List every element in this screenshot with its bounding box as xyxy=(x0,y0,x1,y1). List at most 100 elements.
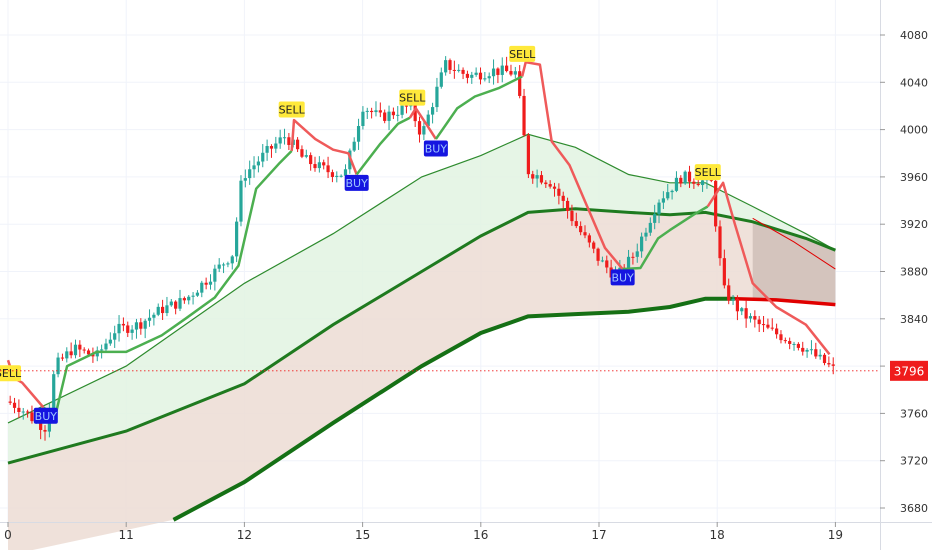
candle-body[interactable] xyxy=(404,105,409,107)
candle-body[interactable] xyxy=(544,182,548,185)
candle-body[interactable] xyxy=(17,407,21,413)
candle-body[interactable] xyxy=(383,112,387,121)
candle-body[interactable] xyxy=(818,354,822,357)
candle-body[interactable] xyxy=(113,333,117,340)
candle-body[interactable] xyxy=(766,324,770,328)
candle-body[interactable] xyxy=(539,175,544,183)
candle-body[interactable] xyxy=(243,178,247,181)
candle-body[interactable] xyxy=(509,71,513,75)
candle-body[interactable] xyxy=(378,110,382,113)
candle-body[interactable] xyxy=(600,260,605,262)
candle-body[interactable] xyxy=(322,162,326,166)
candle-body[interactable] xyxy=(78,344,82,350)
candle-body[interactable] xyxy=(182,298,186,301)
candle-body[interactable] xyxy=(692,181,696,184)
candle-body[interactable] xyxy=(65,351,69,359)
signals-layer[interactable]: SELL BUY SELL BUY SELL BUY SELL BUY SELL xyxy=(0,45,722,424)
candle-body[interactable] xyxy=(444,60,448,73)
candle-body[interactable] xyxy=(522,95,526,136)
candle-body[interactable] xyxy=(226,263,230,265)
candle-body[interactable] xyxy=(139,322,143,329)
candle-body[interactable] xyxy=(513,71,517,75)
candle-body[interactable] xyxy=(491,68,496,77)
candle-body[interactable] xyxy=(439,72,443,87)
candle-body[interactable] xyxy=(100,349,104,351)
candle-body[interactable] xyxy=(470,74,474,78)
candle-body[interactable] xyxy=(195,292,200,296)
candle-body[interactable] xyxy=(374,110,378,113)
sell-signal-badge[interactable] xyxy=(278,101,305,118)
candle-body[interactable] xyxy=(30,412,34,422)
candle-body[interactable] xyxy=(648,222,652,233)
candle-body[interactable] xyxy=(500,65,504,75)
candle-body[interactable] xyxy=(505,65,509,72)
candle-body[interactable] xyxy=(396,114,400,116)
candle-body[interactable] xyxy=(252,165,256,170)
candle-body[interactable] xyxy=(831,364,835,366)
candle-body[interactable] xyxy=(474,72,478,75)
candle-body[interactable] xyxy=(370,110,374,113)
candle-body[interactable] xyxy=(626,256,631,271)
candle-body[interactable] xyxy=(256,161,260,166)
candle-body[interactable] xyxy=(339,175,343,177)
candle-body[interactable] xyxy=(52,374,56,409)
candle-body[interactable] xyxy=(221,264,226,266)
candle-body[interactable] xyxy=(230,256,234,264)
candle-body[interactable] xyxy=(827,363,831,365)
candle-body[interactable] xyxy=(496,68,500,75)
candle-body[interactable] xyxy=(718,226,722,259)
candle-body[interactable] xyxy=(561,195,565,201)
candle-body[interactable] xyxy=(478,72,483,80)
sell-signal-badge[interactable] xyxy=(694,164,721,181)
candle-body[interactable] xyxy=(587,235,591,243)
candle-body[interactable] xyxy=(809,349,814,351)
buy-signal-badge[interactable] xyxy=(610,269,635,286)
candle-body[interactable] xyxy=(174,301,178,309)
candle-body[interactable] xyxy=(400,105,404,115)
buy-signal-badge[interactable] xyxy=(344,174,369,191)
candle-body[interactable] xyxy=(335,175,339,177)
candle-body[interactable] xyxy=(73,344,78,356)
candle-body[interactable] xyxy=(356,126,361,142)
candle-body[interactable] xyxy=(426,114,430,127)
candle-body[interactable] xyxy=(21,411,25,413)
candle-body[interactable] xyxy=(278,137,282,144)
candle-body[interactable] xyxy=(526,135,530,175)
candle-body[interactable] xyxy=(134,322,139,330)
candle-body[interactable] xyxy=(735,299,740,312)
candle-body[interactable] xyxy=(640,236,644,252)
candle-body[interactable] xyxy=(82,349,86,351)
candle-body[interactable] xyxy=(635,251,639,257)
candle-body[interactable] xyxy=(788,341,792,344)
candle-body[interactable] xyxy=(653,214,657,223)
candle-body[interactable] xyxy=(304,155,308,157)
candle-body[interactable] xyxy=(461,69,465,74)
candle-body[interactable] xyxy=(822,354,827,364)
candle-body[interactable] xyxy=(518,71,522,96)
buy-signal[interactable]: BUY xyxy=(344,174,369,191)
sell-signal-badge[interactable] xyxy=(399,89,426,106)
candle-body[interactable] xyxy=(117,323,121,334)
candle-body[interactable] xyxy=(56,357,60,375)
candle-body[interactable] xyxy=(801,347,805,352)
candle-body[interactable] xyxy=(217,264,221,269)
candle-body[interactable] xyxy=(213,268,217,282)
candle-body[interactable] xyxy=(352,141,356,151)
candle-body[interactable] xyxy=(91,354,95,357)
buy-signal[interactable]: BUY xyxy=(423,140,448,157)
candle-body[interactable] xyxy=(465,73,470,78)
candle-body[interactable] xyxy=(309,155,313,165)
candle-body[interactable] xyxy=(457,69,461,71)
candle-body[interactable] xyxy=(12,402,17,408)
buy-signal-badge[interactable] xyxy=(423,140,448,157)
candle-body[interactable] xyxy=(204,282,208,285)
candle-body[interactable] xyxy=(570,211,574,222)
candle-body[interactable] xyxy=(687,171,692,182)
candle-body[interactable] xyxy=(661,198,665,203)
candle-body[interactable] xyxy=(326,165,330,173)
candle-body[interactable] xyxy=(535,175,539,179)
sell-signal[interactable]: SELL xyxy=(0,365,22,382)
candle-body[interactable] xyxy=(748,316,753,319)
candle-body[interactable] xyxy=(143,320,147,329)
candle-body[interactable] xyxy=(313,164,317,169)
